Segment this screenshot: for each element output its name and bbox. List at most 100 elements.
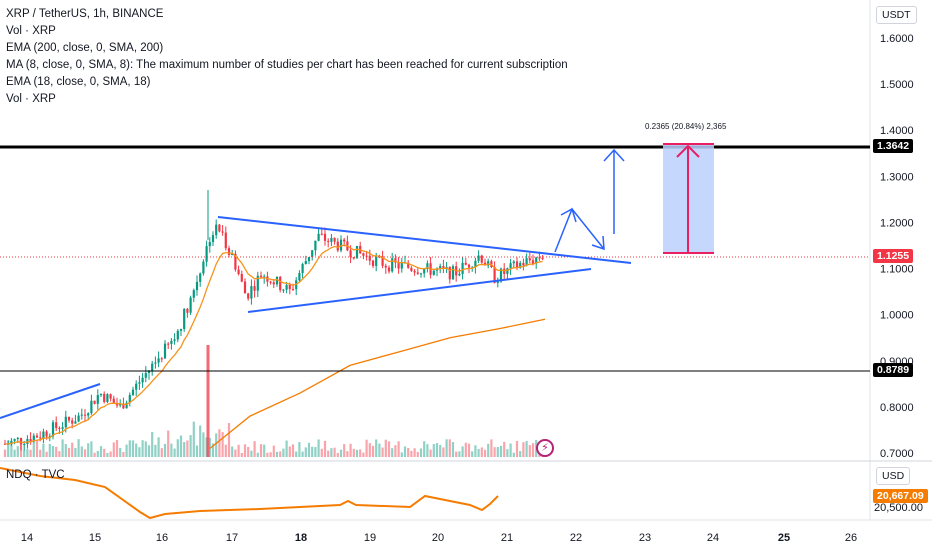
triangle-upper-trendline[interactable] (217, 216, 632, 264)
price-tick: 0.7000 (880, 448, 914, 460)
study-volume-2[interactable]: Vol · XRP (6, 93, 56, 105)
projection-arrowhead-2 (591, 235, 605, 251)
volume-bar (71, 442, 74, 457)
candle-body (445, 266, 448, 269)
study-ema200[interactable]: EMA (200, close, 0, SMA, 200) (6, 42, 164, 54)
candle-body (343, 239, 346, 242)
candle-body (74, 421, 77, 424)
ema200-line (209, 318, 546, 449)
candle-body (103, 393, 106, 402)
early-trendline[interactable] (0, 383, 101, 419)
ndq-last-value-label: 20,667.09 (873, 489, 928, 503)
volume-bar (432, 444, 435, 457)
volume-bar (23, 450, 26, 457)
candle-body (317, 233, 320, 241)
ndq-currency-button[interactable]: USD (876, 467, 911, 485)
volume-bar (29, 449, 32, 457)
candle-body (106, 394, 109, 402)
volume-bar (74, 447, 77, 457)
volume-bar (445, 439, 448, 457)
volume-bar (87, 443, 90, 457)
candle-body (371, 260, 375, 266)
volume-bar (291, 444, 295, 457)
triangle-lower-trendline[interactable] (247, 268, 592, 313)
volume-bar (320, 448, 323, 457)
volume-bar (206, 345, 210, 457)
candle-body (362, 253, 365, 256)
candle-body (448, 266, 451, 280)
time-axis-ticks: 14 15 16 17 18 19 20 21 22 23 24 25 26 (21, 532, 857, 544)
volume-bar (307, 442, 311, 457)
candle-body (138, 382, 141, 384)
study-ema18[interactable]: EMA (18, close, 0, SMA, 18) (6, 76, 151, 88)
volume-bar (199, 425, 202, 457)
projection-path[interactable] (554, 207, 605, 253)
candle-body (413, 270, 416, 273)
volume-bar (288, 446, 291, 457)
volume-bar (247, 446, 250, 457)
candle-body (323, 233, 327, 241)
volume-bar (301, 451, 304, 457)
candle-body (442, 266, 445, 269)
volume-bar (26, 449, 29, 457)
candle-body (416, 272, 419, 274)
candle-body (234, 253, 237, 270)
candle-body (397, 262, 400, 269)
volume-bar (349, 443, 352, 457)
candle-body (147, 370, 151, 374)
candle-body (298, 273, 301, 281)
volume-bar (528, 445, 531, 457)
volume-bar (186, 440, 189, 457)
candle-body (541, 258, 544, 260)
candle-body (301, 264, 304, 274)
candle-body (112, 398, 115, 403)
volume-bar (160, 448, 163, 457)
candle-body (263, 276, 266, 278)
volume-bar (125, 444, 128, 457)
volume-bar (99, 446, 103, 457)
candle-body (42, 431, 45, 439)
volume-bar (403, 446, 407, 457)
candle-body (259, 275, 263, 278)
candle-body (314, 240, 317, 251)
ndq-legend[interactable]: NDQ · TVC (6, 469, 65, 481)
candle-body (13, 439, 16, 441)
study-ma8[interactable]: MA (8, close, 0, SMA, 8): The maximum nu… (6, 59, 568, 71)
projection-up-arrowhead (603, 148, 625, 162)
volume-bar (531, 443, 535, 457)
time-tick: 26 (845, 532, 857, 544)
volume-bar (355, 449, 359, 457)
volume-bar (397, 441, 400, 457)
volume-bar (42, 443, 45, 457)
volume-bar (64, 444, 67, 457)
candle-body (282, 289, 285, 291)
price-tick: 1.5000 (880, 79, 914, 91)
volume-bar (115, 439, 119, 457)
candle-body (451, 266, 455, 280)
candle-body (528, 258, 531, 261)
candle-body (35, 435, 39, 438)
price-tick: 1.4000 (880, 125, 914, 137)
candle-body (352, 257, 355, 259)
study-volume[interactable]: Vol · XRP (6, 25, 56, 37)
volume-bar (173, 448, 176, 457)
volume-bar (16, 446, 19, 457)
candle-body (461, 262, 464, 274)
volume-bar (208, 437, 211, 457)
candle-body (61, 427, 64, 429)
volume-bars (3, 345, 544, 457)
volume-bar (55, 446, 58, 457)
time-tick: 20 (432, 532, 444, 544)
volume-bar (336, 452, 339, 457)
volume-bar (119, 447, 122, 457)
symbol-title[interactable]: XRP / TetherUS, 1h, BINANCE (6, 8, 164, 20)
currency-button[interactable]: USDT (876, 6, 917, 24)
candle-body (64, 416, 67, 428)
lightning-icon[interactable]: ⚡ (536, 439, 554, 457)
volume-bar (39, 449, 42, 457)
candle-body (144, 373, 147, 378)
candle-body (330, 237, 333, 242)
candle-body (467, 264, 471, 268)
volume-bar (83, 449, 87, 457)
